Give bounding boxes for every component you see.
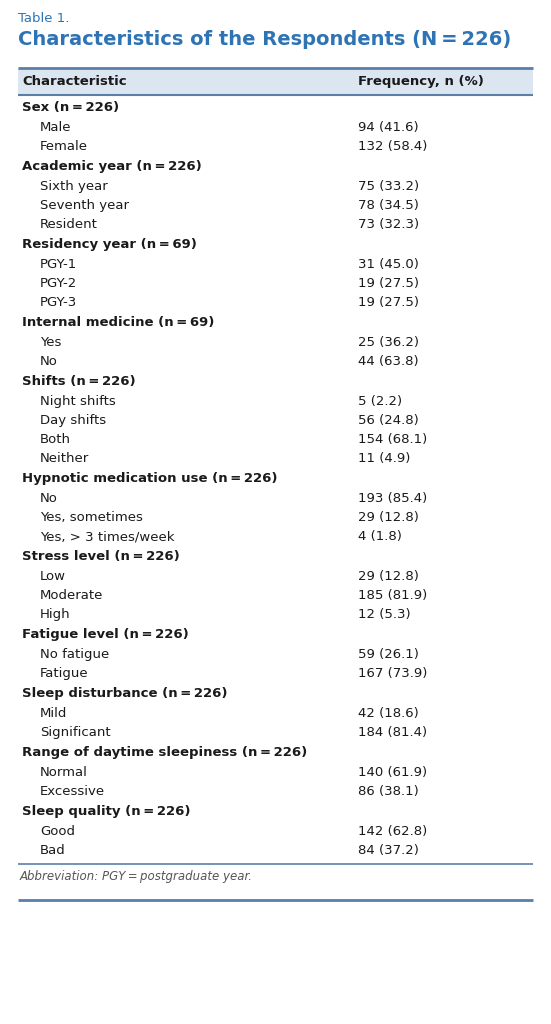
Text: 4 (1.8): 4 (1.8) bbox=[358, 530, 402, 543]
Text: Sleep disturbance (n = 226): Sleep disturbance (n = 226) bbox=[22, 687, 228, 700]
Text: Low: Low bbox=[40, 570, 66, 583]
Text: 44 (63.8): 44 (63.8) bbox=[358, 355, 419, 368]
Text: Mild: Mild bbox=[40, 707, 67, 720]
Text: 86 (38.1): 86 (38.1) bbox=[358, 785, 419, 798]
Text: Fatigue: Fatigue bbox=[40, 667, 89, 680]
Text: Characteristic: Characteristic bbox=[22, 75, 127, 88]
Text: PGY-2: PGY-2 bbox=[40, 278, 77, 290]
Text: Good: Good bbox=[40, 825, 75, 838]
Text: 140 (61.9): 140 (61.9) bbox=[358, 766, 427, 779]
Text: Both: Both bbox=[40, 433, 71, 446]
Text: Shifts (n = 226): Shifts (n = 226) bbox=[22, 375, 136, 388]
Text: Yes: Yes bbox=[40, 336, 61, 349]
Text: Academic year (n = 226): Academic year (n = 226) bbox=[22, 160, 202, 173]
Text: 19 (27.5): 19 (27.5) bbox=[358, 296, 419, 309]
Text: Yes, > 3 times/week: Yes, > 3 times/week bbox=[40, 530, 175, 543]
Text: 94 (41.6): 94 (41.6) bbox=[358, 121, 419, 134]
Text: 167 (73.9): 167 (73.9) bbox=[358, 667, 428, 680]
Text: Normal: Normal bbox=[40, 766, 88, 779]
Text: 154 (68.1): 154 (68.1) bbox=[358, 433, 427, 446]
Text: Sleep quality (n = 226): Sleep quality (n = 226) bbox=[22, 805, 191, 818]
Text: High: High bbox=[40, 608, 71, 621]
Text: Moderate: Moderate bbox=[40, 589, 104, 602]
Text: Resident: Resident bbox=[40, 218, 98, 231]
Text: Hypnotic medication use (n = 226): Hypnotic medication use (n = 226) bbox=[22, 472, 278, 485]
Text: 25 (36.2): 25 (36.2) bbox=[358, 336, 419, 349]
Text: PGY-3: PGY-3 bbox=[40, 296, 77, 309]
Text: 29 (12.8): 29 (12.8) bbox=[358, 570, 419, 583]
Text: Female: Female bbox=[40, 140, 88, 153]
Text: 11 (4.9): 11 (4.9) bbox=[358, 452, 410, 465]
Text: 73 (32.3): 73 (32.3) bbox=[358, 218, 419, 231]
Text: Yes, sometimes: Yes, sometimes bbox=[40, 511, 143, 524]
Text: Night shifts: Night shifts bbox=[40, 395, 116, 408]
Text: Significant: Significant bbox=[40, 726, 111, 739]
Text: Internal medicine (n = 69): Internal medicine (n = 69) bbox=[22, 316, 214, 329]
Text: PGY-1: PGY-1 bbox=[40, 258, 77, 271]
Text: 193 (85.4): 193 (85.4) bbox=[358, 492, 427, 505]
Text: 31 (45.0): 31 (45.0) bbox=[358, 258, 419, 271]
Text: 75 (33.2): 75 (33.2) bbox=[358, 180, 419, 193]
Text: 42 (18.6): 42 (18.6) bbox=[358, 707, 419, 720]
Text: Fatigue level (n = 226): Fatigue level (n = 226) bbox=[22, 628, 189, 641]
Text: Neither: Neither bbox=[40, 452, 89, 465]
Text: 5 (2.2): 5 (2.2) bbox=[358, 395, 402, 408]
Bar bbox=[18, 68, 533, 95]
Text: 12 (5.3): 12 (5.3) bbox=[358, 608, 410, 621]
Text: 84 (37.2): 84 (37.2) bbox=[358, 844, 419, 857]
Text: 56 (24.8): 56 (24.8) bbox=[358, 414, 419, 427]
Text: Seventh year: Seventh year bbox=[40, 199, 129, 212]
Text: No: No bbox=[40, 492, 58, 505]
Text: Abbreviation: PGY = postgraduate year.: Abbreviation: PGY = postgraduate year. bbox=[20, 870, 253, 883]
Text: 29 (12.8): 29 (12.8) bbox=[358, 511, 419, 524]
Text: Day shifts: Day shifts bbox=[40, 414, 106, 427]
Text: 132 (58.4): 132 (58.4) bbox=[358, 140, 428, 153]
Text: Bad: Bad bbox=[40, 844, 66, 857]
Text: 59 (26.1): 59 (26.1) bbox=[358, 648, 419, 662]
Text: Residency year (n = 69): Residency year (n = 69) bbox=[22, 238, 197, 251]
Text: No fatigue: No fatigue bbox=[40, 648, 109, 662]
Text: 184 (81.4): 184 (81.4) bbox=[358, 726, 427, 739]
Text: Table 1.: Table 1. bbox=[18, 12, 69, 25]
Text: 185 (81.9): 185 (81.9) bbox=[358, 589, 427, 602]
Text: No: No bbox=[40, 355, 58, 368]
Text: 78 (34.5): 78 (34.5) bbox=[358, 199, 419, 212]
Text: Sixth year: Sixth year bbox=[40, 180, 108, 193]
Text: Excessive: Excessive bbox=[40, 785, 105, 798]
Text: Range of daytime sleepiness (n = 226): Range of daytime sleepiness (n = 226) bbox=[22, 746, 307, 759]
Text: Characteristics of the Respondents (N = 226): Characteristics of the Respondents (N = … bbox=[18, 30, 511, 49]
Text: Frequency, n (%): Frequency, n (%) bbox=[358, 75, 484, 88]
Text: Male: Male bbox=[40, 121, 72, 134]
Text: Sex (n = 226): Sex (n = 226) bbox=[22, 101, 119, 114]
Text: 19 (27.5): 19 (27.5) bbox=[358, 278, 419, 290]
Text: 142 (62.8): 142 (62.8) bbox=[358, 825, 427, 838]
Text: Stress level (n = 226): Stress level (n = 226) bbox=[22, 550, 180, 563]
